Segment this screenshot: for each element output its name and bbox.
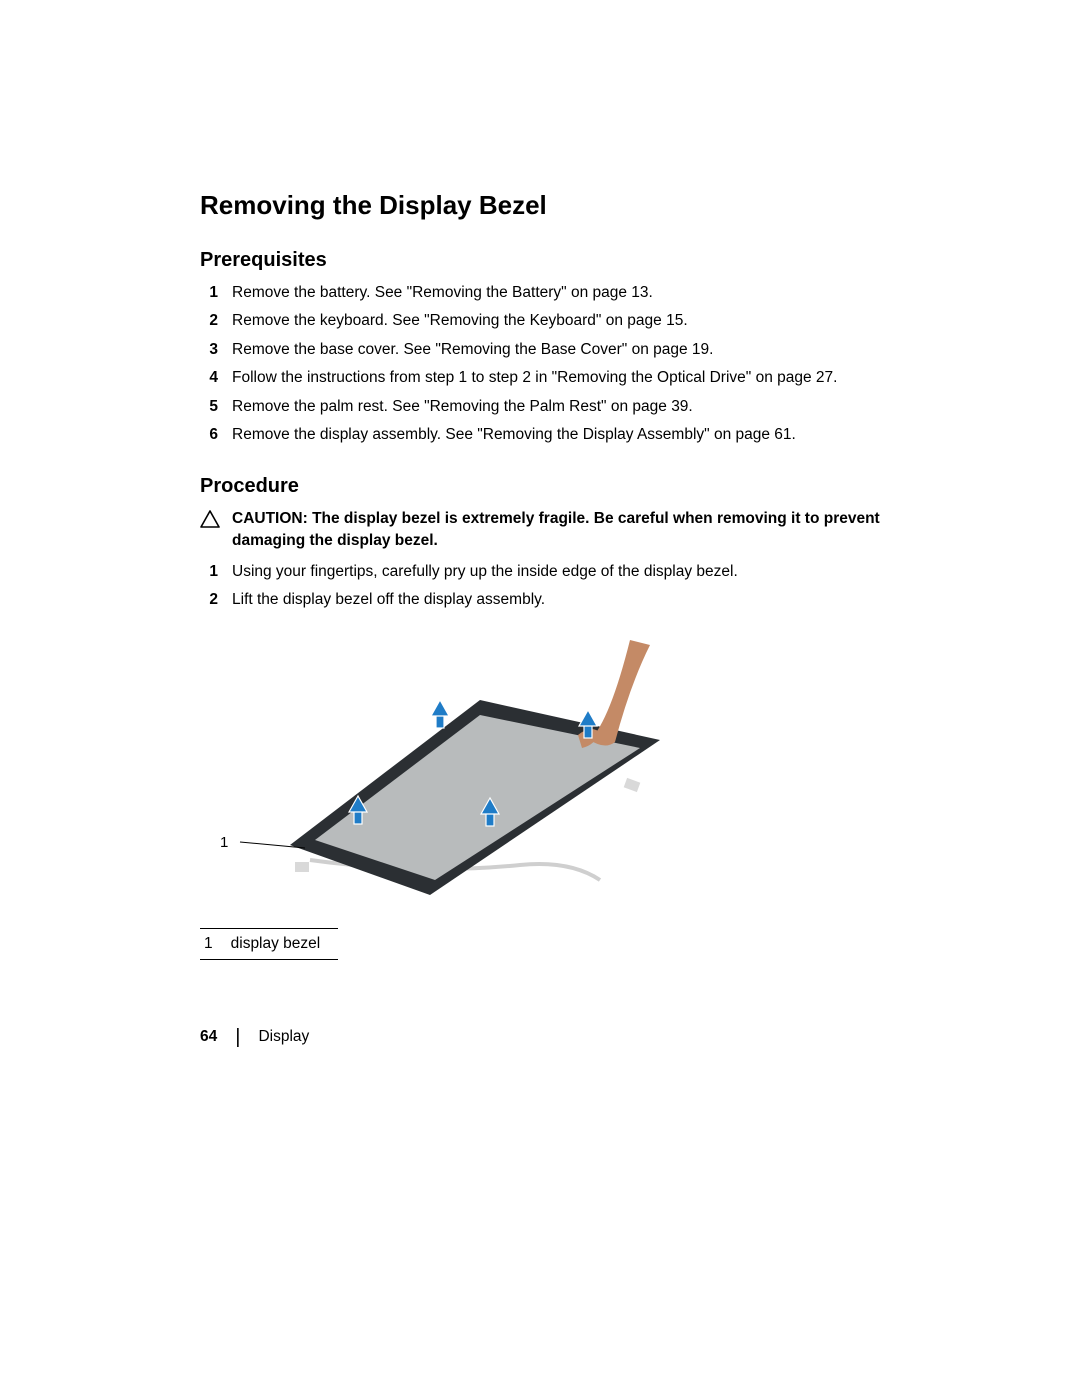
page-number: 64 (200, 1028, 217, 1046)
prerequisites-list: 1 Remove the battery. See "Removing the … (200, 282, 880, 447)
list-number: 6 (200, 424, 218, 446)
list-number: 5 (200, 396, 218, 418)
list-item: 5 Remove the palm rest. See "Removing th… (200, 396, 880, 418)
page-footer: 64 | Display (200, 1027, 309, 1047)
legend-label: display bezel (227, 928, 339, 959)
list-item: 4 Follow the instructions from step 1 to… (200, 367, 880, 389)
procedure-list: 1 Using your fingertips, carefully pry u… (200, 561, 880, 612)
list-item: 1 Using your fingertips, carefully pry u… (200, 561, 880, 583)
figure-callout-number: 1 (220, 834, 228, 851)
caution-icon (200, 510, 220, 535)
footer-separator: | (235, 1027, 240, 1047)
list-text: Remove the battery. See "Removing the Ba… (232, 282, 880, 304)
list-text: Remove the keyboard. See "Removing the K… (232, 310, 880, 332)
list-text: Using your fingertips, carefully pry up … (232, 561, 880, 583)
list-number: 2 (200, 589, 218, 611)
caution: CAUTION: The display bezel is extremely … (200, 508, 880, 553)
list-number: 3 (200, 339, 218, 361)
list-text: Remove the display assembly. See "Removi… (232, 424, 880, 446)
legend-row: 1 display bezel (200, 928, 338, 959)
list-number: 2 (200, 310, 218, 332)
hinge-right (624, 778, 641, 792)
display-bezel-figure (200, 630, 900, 910)
list-text: Remove the base cover. See "Removing the… (232, 339, 880, 361)
list-item: 3 Remove the base cover. See "Removing t… (200, 339, 880, 361)
procedure-heading: Procedure (200, 475, 880, 498)
caution-text: CAUTION: The display bezel is extremely … (232, 508, 880, 553)
list-number: 4 (200, 367, 218, 389)
prerequisites-heading: Prerequisites (200, 249, 880, 272)
list-text: Follow the instructions from step 1 to s… (232, 367, 880, 389)
hinge-left (295, 862, 309, 872)
list-item: 2 Remove the keyboard. See "Removing the… (200, 310, 880, 332)
footer-section: Display (258, 1028, 309, 1046)
list-item: 6 Remove the display assembly. See "Remo… (200, 424, 880, 446)
list-text: Remove the palm rest. See "Removing the … (232, 396, 880, 418)
page-title: Removing the Display Bezel (200, 190, 880, 221)
list-item: 2 Lift the display bezel off the display… (200, 589, 880, 611)
figure-legend: 1 display bezel (200, 928, 338, 960)
list-number: 1 (200, 561, 218, 583)
list-text: Lift the display bezel off the display a… (232, 589, 880, 611)
list-item: 1 Remove the battery. See "Removing the … (200, 282, 880, 304)
legend-number: 1 (200, 928, 227, 959)
figure: 1 (200, 630, 900, 910)
list-number: 1 (200, 282, 218, 304)
page: Removing the Display Bezel Prerequisites… (0, 0, 1080, 1397)
